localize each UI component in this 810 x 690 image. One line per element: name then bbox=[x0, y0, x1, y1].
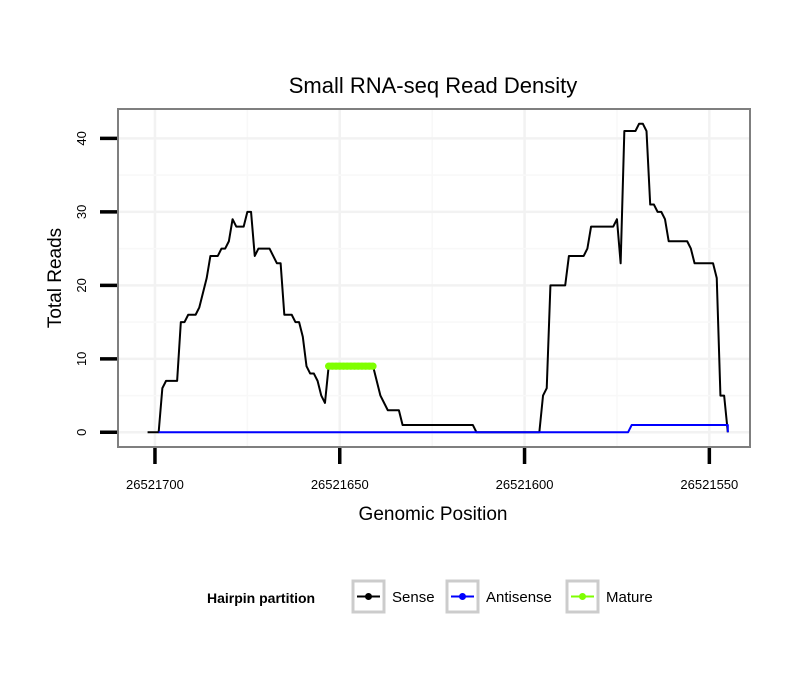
series-line-antisense bbox=[158, 423, 729, 434]
x-tick-label: 26521550 bbox=[680, 477, 738, 492]
legend-title: Hairpin partition bbox=[207, 590, 315, 606]
legend-label-mature: Mature bbox=[606, 589, 653, 606]
y-tick-label: 10 bbox=[74, 352, 89, 366]
legend-label-sense: Sense bbox=[392, 589, 435, 606]
y-tick-label: 40 bbox=[74, 131, 89, 145]
y-axis-title: Total Reads bbox=[45, 228, 66, 328]
plot-border bbox=[117, 108, 751, 448]
legend-label-antisense: Antisense bbox=[486, 589, 552, 606]
x-axis-title: Genomic Position bbox=[359, 504, 508, 525]
series-layer bbox=[147, 122, 729, 434]
y-tick-label: 20 bbox=[74, 278, 89, 292]
y-axis: 0 10 20 30 40 bbox=[74, 131, 117, 436]
legend-key-dot bbox=[365, 593, 372, 600]
x-axis: 26521700 26521650 26521600 26521550 bbox=[126, 448, 738, 492]
y-tick-label: 30 bbox=[74, 205, 89, 219]
plot-panel bbox=[118, 109, 750, 447]
x-tick-label: 26521600 bbox=[496, 477, 554, 492]
legend: Hairpin partition Sense Antisense Mature bbox=[207, 579, 653, 614]
x-tick-label: 26521700 bbox=[126, 477, 184, 492]
legend-key-dot bbox=[579, 593, 586, 600]
legend-key-dot bbox=[459, 593, 466, 600]
series-point-mature bbox=[369, 362, 377, 370]
x-tick-label: 26521650 bbox=[311, 477, 369, 492]
y-tick-label: 0 bbox=[74, 429, 89, 436]
chart-title: Small RNA-seq Read Density bbox=[289, 73, 578, 98]
